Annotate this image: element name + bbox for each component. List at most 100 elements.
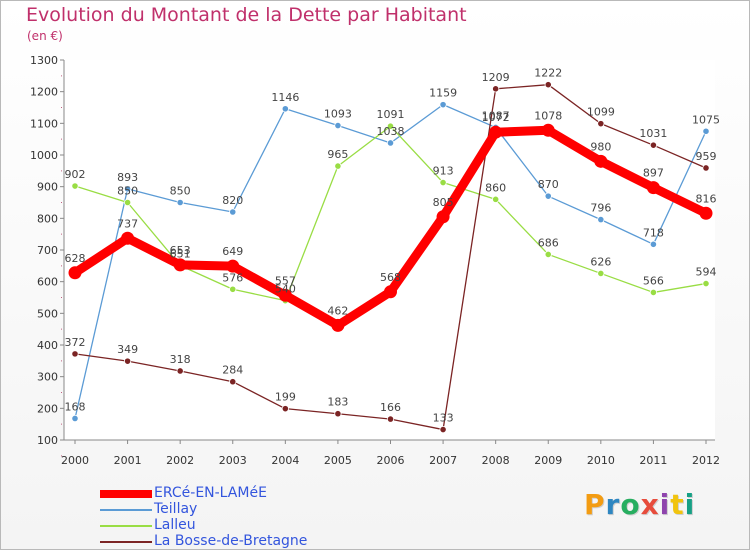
- data-point: [229, 285, 237, 293]
- legend-label: Lalleu: [154, 517, 196, 533]
- data-label: 796: [590, 202, 611, 215]
- data-point: [173, 258, 187, 272]
- data-label: 626: [590, 255, 611, 268]
- x-tick-label: 2011: [639, 454, 667, 467]
- data-point: [334, 410, 342, 418]
- data-point: [176, 198, 184, 207]
- data-point: [71, 350, 79, 358]
- data-label: 628: [65, 252, 86, 265]
- data-point: [492, 195, 500, 203]
- legend-item: Lalleu: [100, 517, 360, 534]
- data-point: [123, 357, 132, 365]
- data-label: 168: [65, 400, 86, 413]
- line-chart: 100 200 300 400 500 600 700 800 900 1000 1100 1200 1…: [30, 54, 720, 467]
- data-point: [121, 231, 135, 245]
- data-point: [229, 208, 237, 216]
- data-point: [597, 120, 605, 128]
- data-label: 737: [117, 217, 138, 230]
- data-label: 959: [696, 150, 717, 163]
- y-tick-label: 500: [37, 307, 58, 320]
- y-tick-label: 1100: [30, 117, 58, 130]
- y-tick-label: 200: [37, 402, 58, 415]
- data-point: [281, 405, 289, 413]
- data-label: 349: [117, 343, 138, 356]
- data-label: 540: [275, 283, 296, 296]
- legend-swatch: [100, 541, 152, 543]
- data-label: 1209: [482, 71, 510, 84]
- data-label: 816: [696, 192, 717, 205]
- legend-item: La Bosse-de-Bretagne: [100, 533, 360, 550]
- data-label: 893: [117, 171, 138, 184]
- y-tick-label: 300: [37, 371, 58, 384]
- data-label: 649: [222, 245, 243, 258]
- chart-series: [68, 81, 713, 434]
- data-label: 166: [380, 401, 401, 414]
- chart-legend: ERCé-EN-LAMéE Teillay Lalleu La Bosse-de-Br…: [100, 485, 360, 550]
- data-label: 860: [485, 181, 506, 194]
- y-tick-label: 400: [37, 339, 58, 352]
- data-label: 718: [643, 226, 664, 239]
- data-label: 1078: [534, 109, 562, 122]
- data-label: 568: [380, 271, 401, 284]
- legend-item: Teillay: [100, 501, 360, 518]
- data-label: 1093: [324, 108, 352, 121]
- data-point: [489, 125, 503, 139]
- logo-letter: P: [584, 488, 606, 521]
- x-tick-label: 2003: [219, 454, 247, 467]
- x-tick-label: 2004: [271, 454, 299, 467]
- data-point: [646, 181, 660, 195]
- data-point: [334, 121, 342, 130]
- data-point: [649, 240, 658, 248]
- data-label: 199: [275, 391, 296, 404]
- data-point: [71, 182, 79, 190]
- data-point: [544, 250, 552, 259]
- y-tick-label: 1300: [30, 54, 58, 67]
- data-label: 1159: [429, 87, 457, 100]
- data-point: [649, 141, 658, 149]
- data-point: [492, 85, 500, 93]
- logo-letter: t: [670, 488, 685, 521]
- data-point: [123, 185, 132, 193]
- data-label: 850: [117, 185, 138, 198]
- data-label: 557: [275, 274, 296, 287]
- data-label: 1087: [482, 109, 510, 122]
- legend-label: Teillay: [154, 501, 198, 517]
- data-point: [439, 178, 447, 187]
- x-tick-label: 2000: [61, 454, 89, 467]
- data-point: [123, 198, 132, 207]
- data-label: 318: [170, 353, 191, 366]
- data-label: 980: [590, 140, 611, 153]
- data-point: [71, 414, 79, 423]
- proxiti-logo: Proxiti: [584, 488, 695, 521]
- y-tick-label: 700: [37, 244, 58, 257]
- data-point: [702, 279, 710, 288]
- data-point: [439, 425, 447, 434]
- x-tick-label: 2009: [534, 454, 562, 467]
- logo-letter: x: [640, 488, 660, 521]
- x-tick-label: 2008: [482, 454, 510, 467]
- x-tick-label: 2007: [429, 454, 457, 467]
- y-tick-label: 1000: [30, 149, 58, 162]
- data-point: [226, 259, 240, 273]
- data-point: [331, 318, 345, 332]
- data-point: [386, 139, 395, 147]
- data-label: 805: [433, 196, 454, 209]
- data-point: [594, 154, 608, 168]
- data-label: 902: [65, 168, 86, 181]
- y-tick-label: 1200: [30, 86, 58, 99]
- data-label: 576: [222, 271, 243, 284]
- data-point: [544, 81, 552, 89]
- data-label: 462: [327, 304, 348, 317]
- data-point: [597, 269, 605, 278]
- data-label: 653: [170, 244, 191, 257]
- data-point: [386, 415, 395, 423]
- data-point: [699, 206, 713, 220]
- data-label: 1031: [639, 127, 667, 140]
- x-tick-label: 2010: [587, 454, 615, 467]
- data-label: 651: [170, 248, 191, 261]
- data-label: 820: [222, 194, 243, 207]
- data-label: 850: [170, 185, 191, 198]
- data-label: 284: [222, 364, 243, 377]
- y-tick-label: 900: [37, 181, 58, 194]
- legend-swatch: [100, 509, 152, 511]
